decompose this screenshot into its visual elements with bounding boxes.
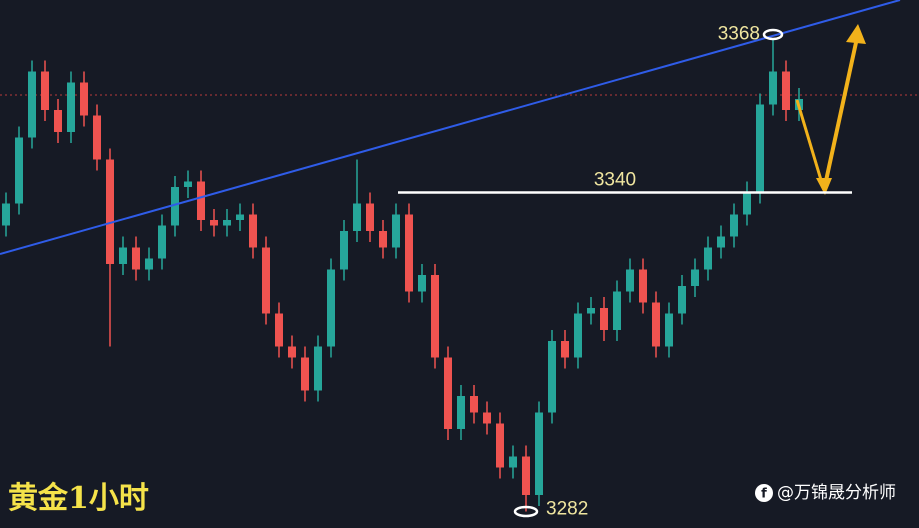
candle-body xyxy=(210,220,218,226)
candle-body xyxy=(496,423,504,468)
candle-body xyxy=(418,275,426,292)
candle-body xyxy=(171,187,179,226)
candle-body xyxy=(522,456,530,495)
candle-body xyxy=(41,71,49,110)
candle-body xyxy=(54,110,62,132)
arrow-down xyxy=(795,99,826,191)
candle-body xyxy=(405,214,413,292)
candle-body xyxy=(704,247,712,270)
candle-body xyxy=(743,192,751,215)
candle-body xyxy=(288,346,296,358)
candle-body xyxy=(483,412,491,424)
candle-body xyxy=(561,341,569,358)
candle-body xyxy=(626,269,634,292)
arrow-up xyxy=(822,37,859,191)
candle-body xyxy=(769,71,777,105)
candle-body xyxy=(652,302,660,347)
candle-body xyxy=(236,214,244,220)
candle-body xyxy=(301,357,309,391)
candle-body xyxy=(275,313,283,347)
candle-body xyxy=(184,181,192,187)
candle-body xyxy=(15,137,23,204)
candle-body xyxy=(717,236,725,248)
candle-body xyxy=(756,104,764,193)
candle-body xyxy=(548,341,556,413)
candle-body xyxy=(67,82,75,132)
candles xyxy=(2,38,803,512)
watermark: f @万锦晟分析师 xyxy=(755,483,896,503)
low-marker xyxy=(513,505,539,518)
candle-body xyxy=(457,396,465,429)
low-label: 3282 xyxy=(546,499,588,520)
candle-body xyxy=(600,308,608,330)
candle-body xyxy=(28,71,36,138)
candle-body xyxy=(93,115,101,160)
trend-line xyxy=(0,0,901,255)
candle-body xyxy=(106,159,114,264)
candle-body xyxy=(262,247,270,314)
candle-body xyxy=(158,225,166,259)
candle-body xyxy=(691,269,699,286)
candle-body xyxy=(665,313,673,347)
candle-body xyxy=(366,203,374,231)
support-label: 3340 xyxy=(594,170,636,191)
candle-body xyxy=(678,286,686,314)
candle-body xyxy=(327,269,335,347)
high-label: 3368 xyxy=(718,24,760,45)
fb-letter: f xyxy=(761,487,767,502)
candle-body xyxy=(392,214,400,248)
candle-body xyxy=(379,231,387,248)
candle-body xyxy=(223,220,231,226)
candle-body xyxy=(80,82,88,116)
candle-body xyxy=(145,258,153,270)
candle-body xyxy=(132,247,140,270)
candle-body xyxy=(249,214,257,248)
high-marker xyxy=(762,28,784,41)
candle-body xyxy=(587,308,595,314)
candle-body xyxy=(197,181,205,220)
candle-body xyxy=(730,214,738,237)
candle-body xyxy=(340,231,348,270)
arrows xyxy=(795,24,866,195)
candle-body xyxy=(509,456,517,468)
fb-icon xyxy=(755,484,773,502)
watermark-text: @万锦晟分析师 xyxy=(777,483,896,503)
candle-body xyxy=(613,291,621,330)
candle-body xyxy=(535,412,543,495)
candle-body xyxy=(2,203,10,226)
levels: 3368 3340 3282 xyxy=(398,24,852,520)
candle-body xyxy=(353,203,361,231)
candle-body xyxy=(639,269,647,303)
candle-body xyxy=(119,247,127,264)
candle-body xyxy=(444,357,452,429)
candle-body xyxy=(782,71,790,110)
candle-body xyxy=(431,275,439,358)
arrow-head xyxy=(846,24,866,44)
candle-body xyxy=(470,396,478,413)
candle-body xyxy=(574,313,582,358)
candle-body xyxy=(314,346,322,391)
chart-title: 黄金1小时 xyxy=(8,481,149,516)
